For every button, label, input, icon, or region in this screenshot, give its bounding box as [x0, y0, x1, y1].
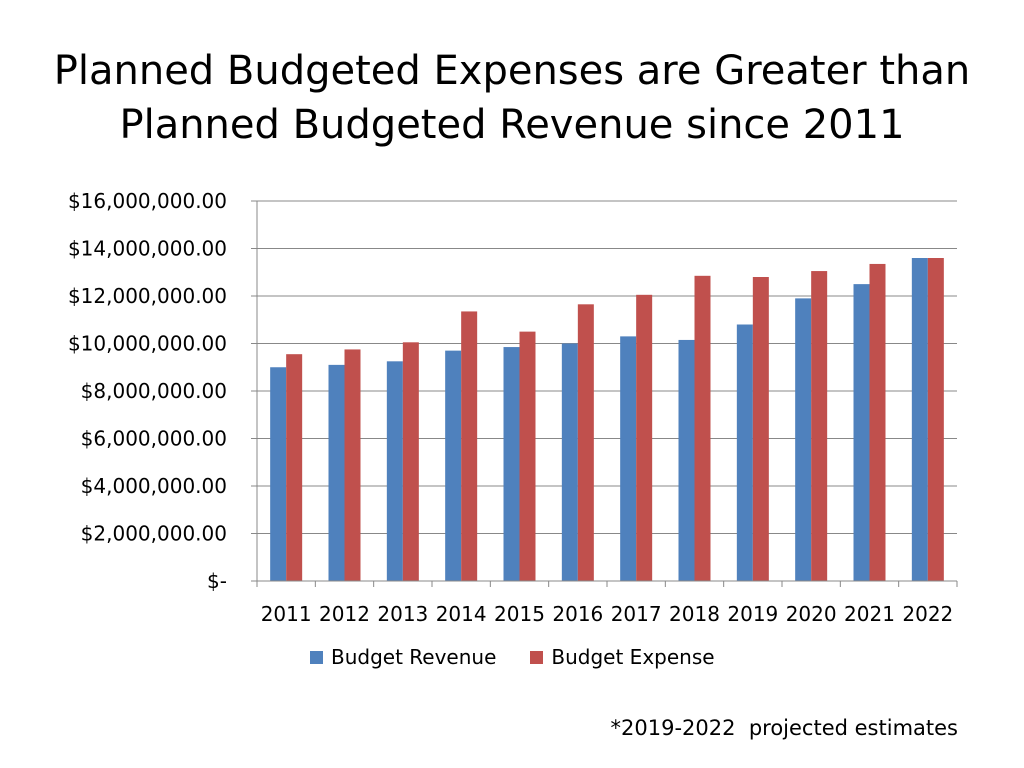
bar-expense-2017 — [636, 294, 653, 581]
y-tick-label: $4,000,000.00 — [81, 474, 227, 498]
legend: Budget Revenue Budget Expense — [310, 645, 749, 669]
bar-revenue-2012 — [328, 364, 345, 581]
y-tick-label: $14,000,000.00 — [68, 237, 227, 261]
legend-item-expense: Budget Expense — [530, 645, 715, 669]
y-tick-label: $2,000,000.00 — [81, 522, 227, 546]
bar-expense-2015 — [519, 331, 536, 581]
x-tick-label: 2016 — [552, 602, 603, 626]
x-tick-label: 2021 — [844, 602, 895, 626]
bar-expense-2012 — [344, 349, 361, 581]
y-tick-label: $10,000,000.00 — [68, 332, 227, 356]
bar-revenue-2018 — [678, 339, 695, 581]
bars — [270, 258, 944, 581]
bar-expense-2013 — [402, 342, 419, 581]
bar-expense-2011 — [286, 354, 303, 581]
gridlines — [257, 200, 957, 534]
chart-title-line-1: Planned Budgeted Expenses are Greater th… — [53, 48, 971, 94]
bar-revenue-2015 — [503, 347, 520, 581]
y-tick-label: $6,000,000.00 — [81, 427, 227, 451]
y-axis-tick-labels: $- $2,000,000.00 $4,000,000.00 $6,000,000.0… — [68, 189, 257, 593]
footnote: *2019-2022 projected estimates — [610, 716, 958, 740]
legend-label-expense: Budget Expense — [551, 645, 715, 669]
bar-expense-2020 — [811, 271, 828, 581]
bar-expense-2019 — [752, 277, 769, 581]
y-tick-label: $16,000,000.00 — [68, 189, 227, 213]
x-tick-label: 2014 — [436, 602, 487, 626]
bar-revenue-2016 — [561, 343, 578, 581]
bar-revenue-2021 — [853, 284, 870, 581]
bar-revenue-2022 — [911, 258, 928, 581]
x-tick-label: 2018 — [669, 602, 720, 626]
bar-expense-2021 — [869, 263, 886, 581]
y-tick-label: $8,000,000.00 — [81, 379, 227, 403]
bar-expense-2014 — [461, 311, 478, 581]
x-tick-label: 2011 — [261, 602, 312, 626]
x-tick-label: 2022 — [902, 602, 953, 626]
bar-expense-2022 — [927, 258, 944, 581]
legend-swatch-expense — [530, 650, 544, 664]
bar-revenue-2013 — [386, 361, 403, 581]
legend-label-revenue: Budget Revenue — [331, 645, 497, 669]
bar-revenue-2020 — [795, 298, 812, 581]
legend-item-revenue: Budget Revenue — [310, 645, 496, 669]
bar-revenue-2011 — [270, 367, 287, 581]
axes — [256, 201, 958, 587]
x-tick-label: 2013 — [377, 602, 428, 626]
x-tick-label: 2012 — [319, 602, 370, 626]
bar-revenue-2017 — [620, 336, 637, 581]
bar-revenue-2014 — [445, 350, 462, 581]
x-tick-label: 2017 — [611, 602, 662, 626]
legend-swatch-revenue — [310, 650, 323, 664]
chart-title-line-2: Planned Budgeted Revenue since 2011 — [119, 102, 905, 148]
x-tick-label: 2019 — [727, 602, 778, 626]
y-tick-label: $- — [207, 569, 227, 593]
x-axis-tick-labels: 2011 2012 2013 2014 2015 2016 2017 2018 2019 2020… — [261, 602, 954, 626]
x-tick-label: 2015 — [494, 602, 545, 626]
bar-revenue-2019 — [736, 324, 753, 581]
y-tick-label: $12,000,000.00 — [68, 284, 227, 308]
bar-expense-2018 — [694, 275, 711, 581]
chart-title: Planned Budgeted Expenses are Greater th… — [40, 44, 984, 152]
x-tick-label: 2020 — [786, 602, 837, 626]
bar-expense-2016 — [577, 304, 594, 581]
